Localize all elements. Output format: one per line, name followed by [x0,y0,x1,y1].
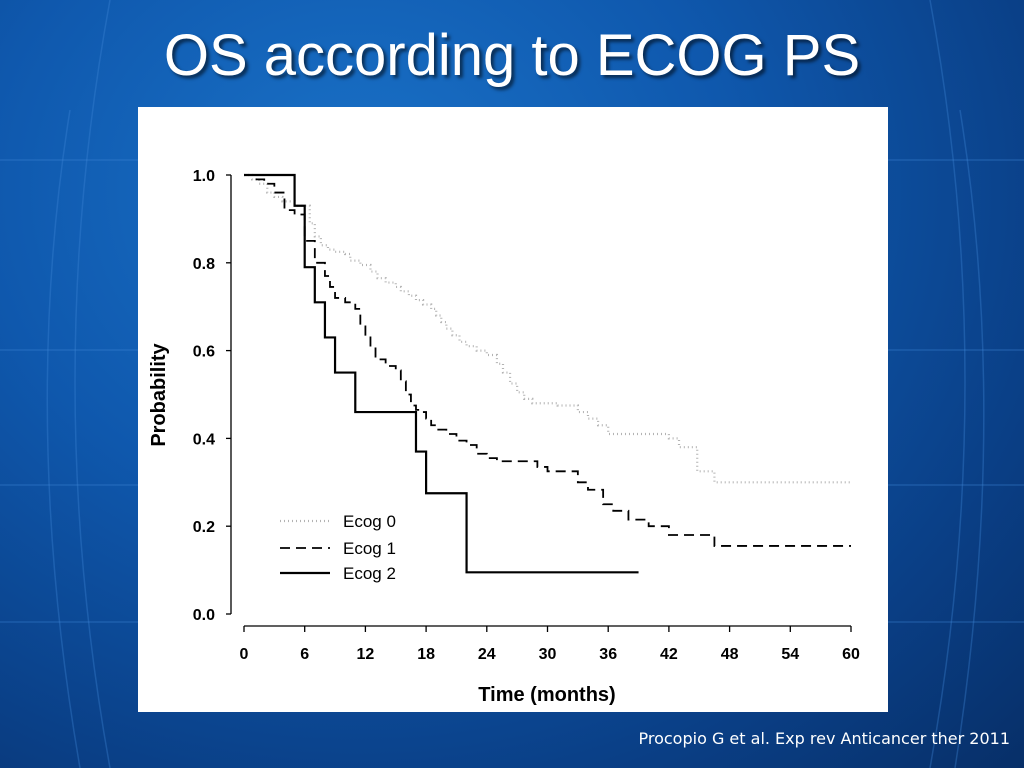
y-axis-title: Probability [148,342,170,446]
y-tick-label: 0.4 [193,431,215,448]
x-tick-label: 0 [240,646,249,663]
y-tick-label: 0.6 [193,344,215,361]
x-tick-label: 48 [721,646,739,663]
x-tick-label: 30 [539,646,557,663]
y-tick-label: 1.0 [193,168,215,185]
y-tick-label: 0.2 [193,519,215,536]
y-tick-label: 0.0 [193,607,215,624]
x-tick-label: 18 [417,646,435,663]
chart-panel: 0.0 0.2 0.4 0.6 0.8 1.0 0 6 12 18 24 30 36 42 48 54 60 E… [138,107,888,712]
legend-label: Ecog 1 [343,539,396,558]
y-tick-label: 0.8 [193,256,215,273]
x-tick-label: 12 [357,646,375,663]
legend-label: Ecog 0 [343,512,396,531]
x-tick-label: 54 [781,646,799,663]
citation: Procopio G et al. Exp rev Anticancer the… [638,729,1011,748]
chart-legend: Ecog 0 Ecog 1 Ecog 2 [280,512,396,583]
series-line-ecog-2 [244,173,639,574]
chart-series [244,173,851,574]
slide-title: OS according to ECOG PS [163,23,861,88]
chart-axes: 0.0 0.2 0.4 0.6 0.8 1.0 0 6 12 18 24 30 36 42 48 54 60 [193,168,860,663]
x-tick-label: 36 [599,646,617,663]
x-axis-title: Time (months) [478,684,615,706]
x-tick-label: 60 [842,646,860,663]
survival-chart: 0.0 0.2 0.4 0.6 0.8 1.0 0 6 12 18 24 30 36 42 48 54 60 E… [148,168,860,706]
legend-label: Ecog 2 [343,564,396,583]
x-tick-label: 42 [660,646,678,663]
series-line-ecog-0 [244,173,851,484]
x-tick-label: 24 [478,646,496,663]
x-tick-label: 6 [300,646,309,663]
series-line-ecog-1 [244,174,851,547]
